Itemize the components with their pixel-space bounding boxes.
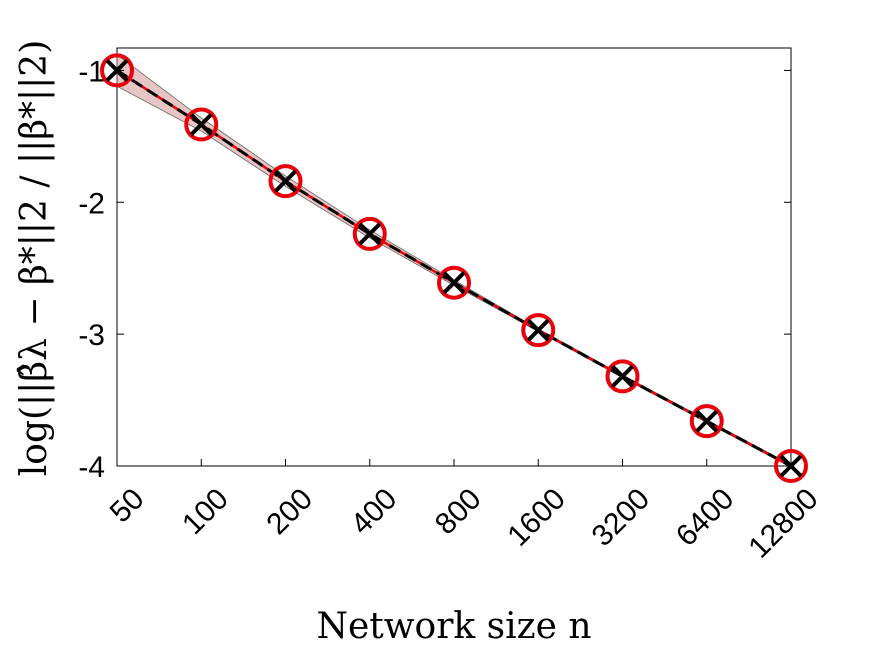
x-tick-label: 800 bbox=[429, 482, 488, 541]
circle-marker bbox=[521, 313, 556, 348]
cross-marker bbox=[695, 409, 719, 433]
cross-marker bbox=[526, 318, 550, 342]
plot-area bbox=[116, 47, 792, 467]
x-tick-label: 12800 bbox=[742, 482, 824, 564]
circle-marker bbox=[100, 53, 134, 88]
circle-marker bbox=[184, 107, 219, 142]
cross-marker bbox=[442, 271, 466, 295]
x-tick-label: 6400 bbox=[670, 482, 741, 553]
circle-marker bbox=[437, 265, 471, 300]
y-tick-layer: -1 -2 -3 -4 bbox=[78, 55, 791, 484]
y-tick-label: -2 bbox=[78, 187, 105, 220]
x-tick-label: 400 bbox=[345, 482, 404, 541]
y-tick-label: -3 bbox=[78, 319, 105, 352]
cross-marker bbox=[189, 113, 213, 136]
cross-marker bbox=[358, 222, 382, 246]
circle-marker bbox=[605, 359, 640, 394]
circle-marker bbox=[689, 404, 724, 439]
cross-marker bbox=[611, 364, 634, 388]
y-axis-label: log(||β̂λ − β*||2 / ||β*||2) bbox=[14, 40, 55, 476]
x-tick-label: 100 bbox=[176, 482, 235, 541]
marker-layer bbox=[100, 53, 808, 483]
circle-marker bbox=[268, 164, 303, 199]
x-tick-layer: 50 100 200 400 800 1600 3200 6400 12800 bbox=[104, 459, 825, 565]
x-axis-label: Network size n bbox=[316, 606, 591, 647]
x-tick-label: 200 bbox=[260, 482, 319, 541]
circle-marker bbox=[774, 449, 808, 483]
x-tick-label: 50 bbox=[104, 482, 151, 529]
x-tick-label: 3200 bbox=[586, 482, 657, 553]
x-tick-label: 1600 bbox=[501, 482, 572, 553]
circle-marker bbox=[352, 216, 387, 251]
cross-marker bbox=[274, 169, 297, 193]
y-tick-label: -1 bbox=[78, 55, 105, 88]
y-tick-label: -4 bbox=[78, 451, 105, 484]
